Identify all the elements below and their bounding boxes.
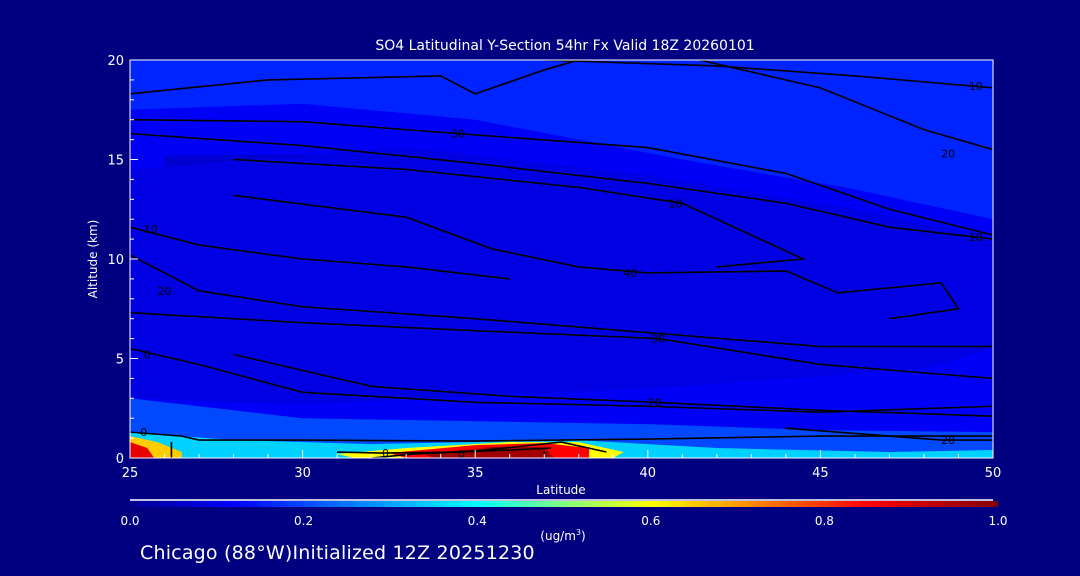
contour-label: 0 — [144, 349, 151, 362]
contour-line — [130, 132, 993, 240]
contour-line — [544, 60, 993, 89]
x-tick-label: 45 — [812, 466, 829, 481]
x-tick-label: 40 — [640, 466, 657, 481]
colorbar-tick-label: 0.6 — [641, 514, 660, 528]
unit-superscript: 3 — [576, 528, 581, 537]
y-axis-label: Altitude (km) — [86, 220, 100, 299]
x-tick-label: 35 — [467, 466, 484, 481]
contour-line — [699, 60, 993, 151]
contour-line — [233, 158, 807, 268]
chart-title: SO4 Latitudinal Y-Section 54hr Fx Valid … — [375, 38, 754, 54]
filled-region — [130, 60, 993, 220]
y-tick-label: 5 — [116, 353, 124, 368]
filled-region — [130, 398, 993, 458]
contour-label: 10 — [969, 231, 983, 244]
filled-region — [130, 442, 155, 458]
contour-label: 0 — [382, 447, 389, 460]
colorbar-tick-label: 0.0 — [120, 514, 139, 528]
colorbar — [130, 501, 998, 507]
contour-line — [130, 347, 993, 414]
colorbar-tick-label: 0.8 — [815, 514, 834, 528]
contour-label: 30 — [651, 333, 665, 346]
contour-line — [130, 311, 993, 380]
contour-line — [130, 118, 993, 236]
x-axis-label: Latitude — [536, 483, 585, 497]
contour-label: 20 — [158, 285, 172, 298]
contour-line — [130, 226, 510, 280]
x-tick-label: 25 — [122, 466, 139, 481]
colorbar-tick-label: 0.4 — [468, 514, 487, 528]
contour-label: 0 — [458, 448, 465, 461]
contour-line — [233, 194, 960, 320]
y-tick-label: 10 — [107, 253, 124, 268]
colorbar-ticks: 0.0 0.2 0.4 0.6 0.8 1.0 — [120, 514, 1007, 528]
contour-label: 40 — [624, 267, 638, 280]
filled-region — [130, 147, 993, 405]
contour-label: 20 — [941, 148, 955, 161]
concentration-fill — [130, 60, 993, 458]
axes: 25 30 35 40 45 50 0 5 10 15 20 — [107, 54, 1001, 481]
contour-line — [130, 431, 993, 442]
contour-line — [130, 254, 993, 348]
x-tick-label: 30 — [294, 466, 311, 481]
contour-label: 20 — [648, 396, 662, 409]
contour-label: 0 — [140, 426, 147, 439]
contour-label: 10 — [668, 197, 682, 210]
unit-text: (ug/m — [540, 529, 576, 543]
x-tick-label: 50 — [985, 466, 1002, 481]
contour-labels: 10 20 30 10 10 40 10 20 30 0 20 20 0 0 0 — [140, 80, 982, 461]
y-tick-label: 0 — [116, 452, 124, 467]
contour-label: 10 — [969, 80, 983, 93]
contour-line — [785, 427, 993, 441]
colorbar-tick-label: 1.0 — [988, 514, 1007, 528]
unit-close: ) — [581, 529, 586, 543]
contour-label: 20 — [941, 434, 955, 447]
y-tick-label: 20 — [107, 54, 124, 69]
colorbar-unit-label: (ug/m3) — [540, 528, 585, 543]
contour-line — [233, 353, 993, 418]
contour-label: 30 — [451, 128, 465, 141]
colorbar-tick-label: 0.2 — [294, 514, 313, 528]
y-tick-label: 15 — [107, 154, 124, 169]
footer-caption: Chicago (88°W)Initialized 12Z 20251230 — [140, 542, 535, 564]
contour-label: 10 — [144, 223, 158, 236]
contour-line — [130, 60, 579, 95]
